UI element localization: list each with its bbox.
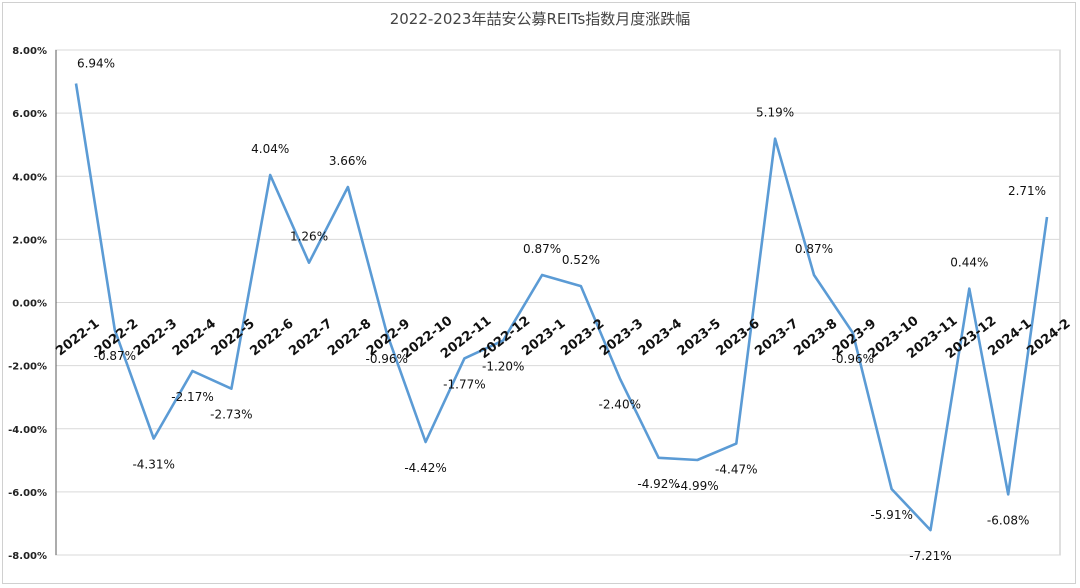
data-label: -2.17% <box>171 390 213 404</box>
data-label: -6.08% <box>987 513 1029 527</box>
x-category-label: 2022-4 <box>170 316 219 359</box>
x-category-label: 2023-7 <box>752 316 801 359</box>
x-category-label: 2023-3 <box>597 316 646 359</box>
data-label: 3.66% <box>329 154 367 168</box>
x-category-label: 2023-4 <box>636 316 685 359</box>
y-tick-label: -4.00% <box>8 425 47 436</box>
chart-title: 2022-2023年喆安公募REITs指数月度涨跌幅 <box>389 10 691 28</box>
x-category-label: 2023-6 <box>714 316 763 359</box>
y-tick-label: 8.00% <box>12 46 47 57</box>
data-label: -2.73% <box>210 408 252 422</box>
data-label: 0.52% <box>562 253 600 267</box>
y-tick-label: 6.00% <box>12 109 47 120</box>
x-category-label: 2022-3 <box>131 316 180 359</box>
y-tick-label: -2.00% <box>8 362 47 373</box>
y-tick-label: -6.00% <box>8 488 47 499</box>
data-label: -1.77% <box>443 377 485 391</box>
data-label: 5.19% <box>756 106 794 120</box>
series-line <box>74 83 1049 532</box>
x-category-label: 2022-5 <box>209 316 258 359</box>
data-label: -5.91% <box>870 508 912 522</box>
x-category-label: 2023-5 <box>675 316 724 359</box>
y-tick-label: 4.00% <box>12 172 47 183</box>
data-label: -4.31% <box>132 458 174 472</box>
data-label: -4.42% <box>404 461 446 475</box>
data-label: 6.94% <box>77 56 115 70</box>
data-label: 0.44% <box>950 256 988 270</box>
data-label: -0.96% <box>832 352 874 366</box>
y-tick-label: 2.00% <box>12 235 47 246</box>
data-label: -4.99% <box>676 479 718 493</box>
data-label: -0.87% <box>94 349 136 363</box>
data-label: -0.96% <box>365 352 407 366</box>
data-label: -2.40% <box>599 397 641 411</box>
y-tick-label: 0.00% <box>12 299 47 310</box>
y-tick-label: -8.00% <box>8 551 47 562</box>
x-category-label: 2023-2 <box>558 316 607 359</box>
data-label: -4.47% <box>715 463 757 477</box>
data-label: 0.87% <box>523 242 561 256</box>
data-label: 2.71% <box>1008 184 1046 198</box>
x-category-label: 2022-6 <box>247 316 296 359</box>
data-label: 4.04% <box>251 142 289 156</box>
data-label: -7.21% <box>909 549 951 563</box>
data-label: -1.20% <box>482 359 524 373</box>
data-label: 1.26% <box>290 230 328 244</box>
x-category-label: 2022-7 <box>286 316 335 359</box>
data-label: -4.92% <box>637 477 679 491</box>
data-label: 0.87% <box>795 242 833 256</box>
